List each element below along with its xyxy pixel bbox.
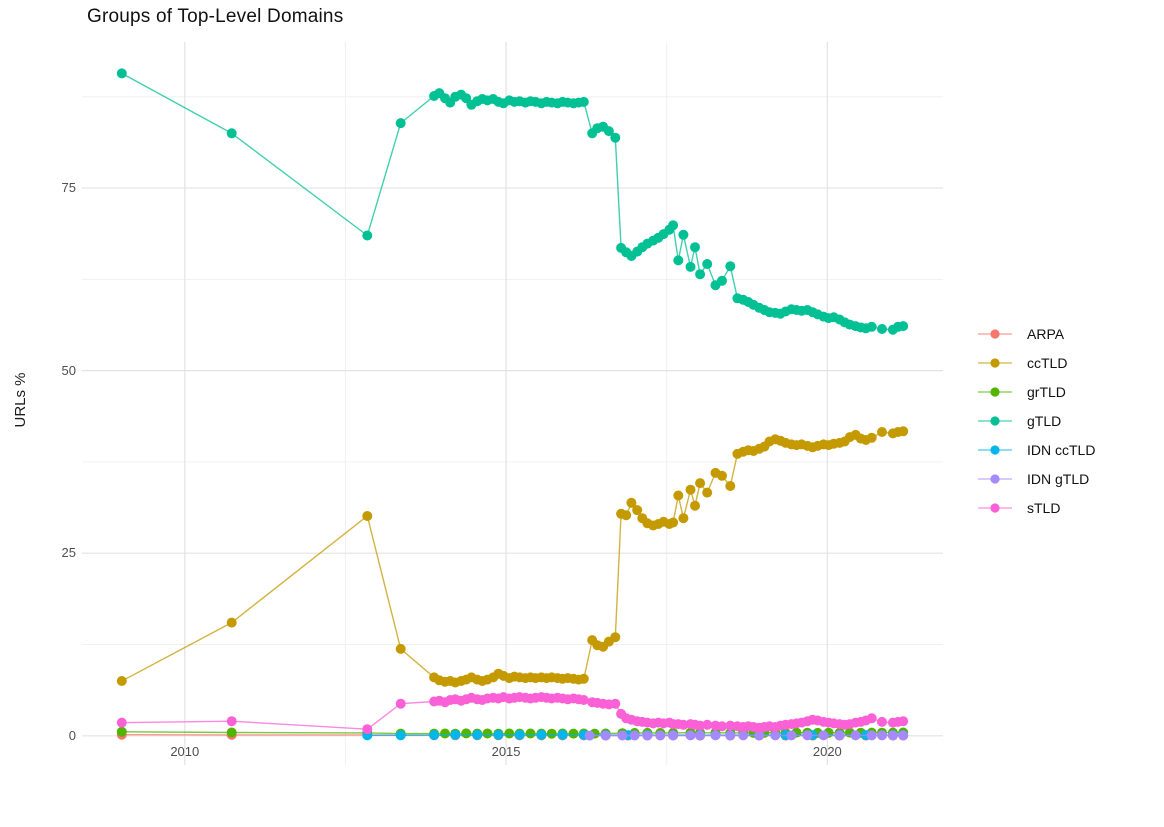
legend: ARPA ccTLD grTLD gTLD IDN ccTLD IDN gTLD sTLD — [976, 319, 1095, 522]
x-tick-label: 2015 — [491, 744, 521, 759]
legend-item-idn-cctld: IDN ccTLD — [976, 435, 1095, 464]
x-tick-label: 2020 — [812, 744, 842, 759]
series-stld — [116, 692, 909, 735]
series-gtld — [116, 68, 909, 335]
series-idn-gtld — [584, 730, 909, 741]
y-tick-label: 75 — [61, 180, 76, 196]
legend-label: IDN ccTLD — [1027, 441, 1096, 458]
y-tick-label: 50 — [61, 362, 76, 378]
gridlines — [82, 42, 943, 765]
x-tick-label: 2010 — [170, 744, 200, 759]
legend-item-grtld: grTLD — [976, 377, 1095, 406]
legend-key-icon — [978, 415, 1012, 426]
legend-key-icon — [978, 473, 1012, 484]
legend-key-icon — [978, 386, 1012, 397]
legend-key-icon — [978, 502, 1012, 513]
legend-item-gtld: gTLD — [976, 406, 1095, 435]
legend-key-icon — [978, 357, 1012, 368]
legend-item-idn-gtld: IDN gTLD — [976, 464, 1095, 493]
y-tick-label: 0 — [68, 727, 76, 743]
series-cctld — [116, 426, 909, 688]
legend-label: IDN gTLD — [1027, 470, 1090, 487]
legend-item-cctld: ccTLD — [976, 348, 1095, 377]
y-tick-label: 25 — [61, 545, 76, 561]
legend-label: grTLD — [1027, 383, 1066, 400]
legend-label: ccTLD — [1027, 354, 1068, 371]
legend-item-stld: sTLD — [976, 493, 1095, 522]
legend-key-icon — [978, 328, 1012, 339]
legend-label: gTLD — [1027, 412, 1062, 429]
chart-title: Groups of Top-Level Domains — [87, 6, 344, 27]
legend-item-arpa: ARPA — [976, 319, 1095, 348]
legend-label: ARPA — [1027, 325, 1065, 342]
legend-key-icon — [978, 444, 1012, 455]
legend-label: sTLD — [1027, 499, 1061, 516]
